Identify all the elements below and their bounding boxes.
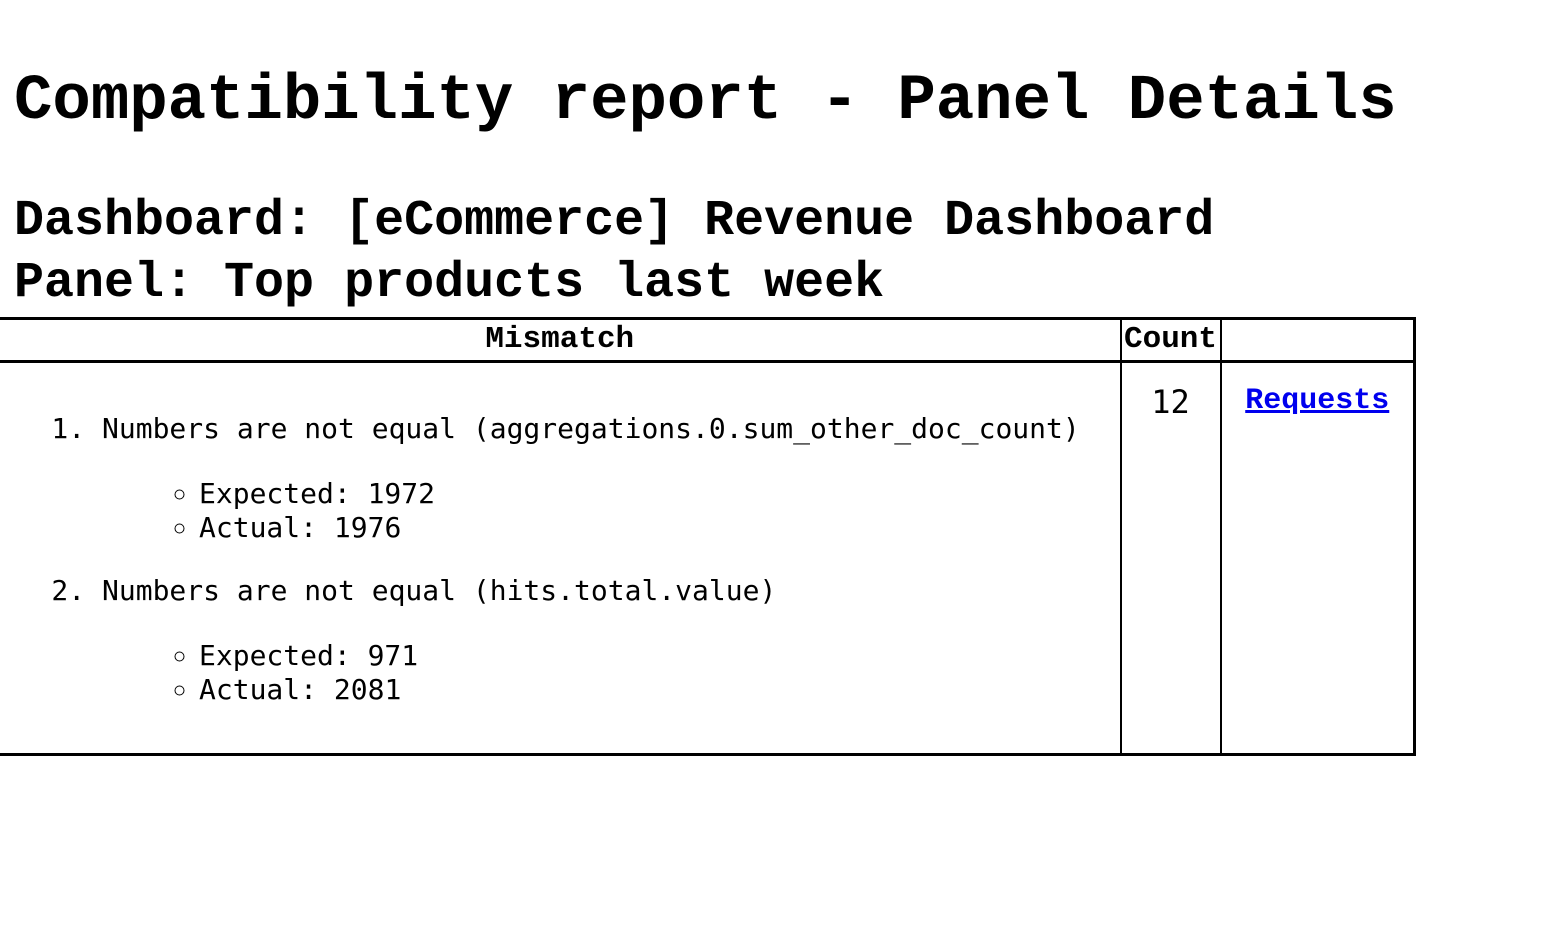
expected-value: Expected: 971 (199, 639, 1120, 673)
actual-value: Actual: 1976 (199, 511, 1120, 545)
requests-cell: Requests (1219, 360, 1416, 756)
actual-number: 2081 (333, 672, 402, 706)
mismatch-item-2: Numbers are not equal (hits.total.value)… (102, 573, 1120, 707)
mismatch-values-list: Expected: 971 Actual: 2081 (102, 639, 1120, 707)
panel-label: Panel: (14, 254, 195, 312)
expected-number: 971 (367, 638, 419, 672)
actual-number: 1976 (333, 510, 402, 544)
dashboard-panel-heading: Dashboard: [eCommerce] Revenue Dashboard… (14, 191, 1556, 315)
column-header-count: Count (1119, 317, 1222, 363)
mismatch-table: Mismatch Count Numbers are not equal (ag… (0, 316, 1416, 756)
expected-label: Expected: (199, 638, 351, 672)
dashboard-label: Dashboard: (14, 192, 315, 250)
mismatch-message: Numbers are not equal (hits.total.value) (102, 573, 777, 607)
requests-link[interactable]: Requests (1245, 383, 1390, 418)
mismatch-message: Numbers are not equal (aggregations.0.su… (102, 411, 1080, 445)
actual-value: Actual: 2081 (199, 673, 1120, 707)
actual-label: Actual: (199, 672, 318, 706)
page-title: Compatibility report - Panel Details (14, 66, 1397, 138)
expected-number: 1972 (367, 476, 436, 510)
mismatch-item-1: Numbers are not equal (aggregations.0.su… (102, 411, 1120, 545)
mismatch-list: Numbers are not equal (aggregations.0.su… (2, 411, 1120, 707)
table-header-row: Mismatch Count (0, 317, 1416, 363)
expected-value: Expected: 1972 (199, 477, 1120, 511)
actual-label: Actual: (199, 510, 318, 544)
count-value: 12 (1119, 360, 1222, 756)
expected-label: Expected: (199, 476, 351, 510)
panel-name: Top products last week (224, 254, 885, 312)
mismatch-values-list: Expected: 1972 Actual: 1976 (102, 477, 1120, 545)
mismatch-cell: Numbers are not equal (aggregations.0.su… (0, 360, 1122, 756)
dashboard-name: [eCommerce] Revenue Dashboard (344, 192, 1215, 250)
table-row: Numbers are not equal (aggregations.0.su… (0, 360, 1416, 756)
column-header-requests (1219, 317, 1416, 363)
column-header-mismatch: Mismatch (0, 317, 1122, 363)
